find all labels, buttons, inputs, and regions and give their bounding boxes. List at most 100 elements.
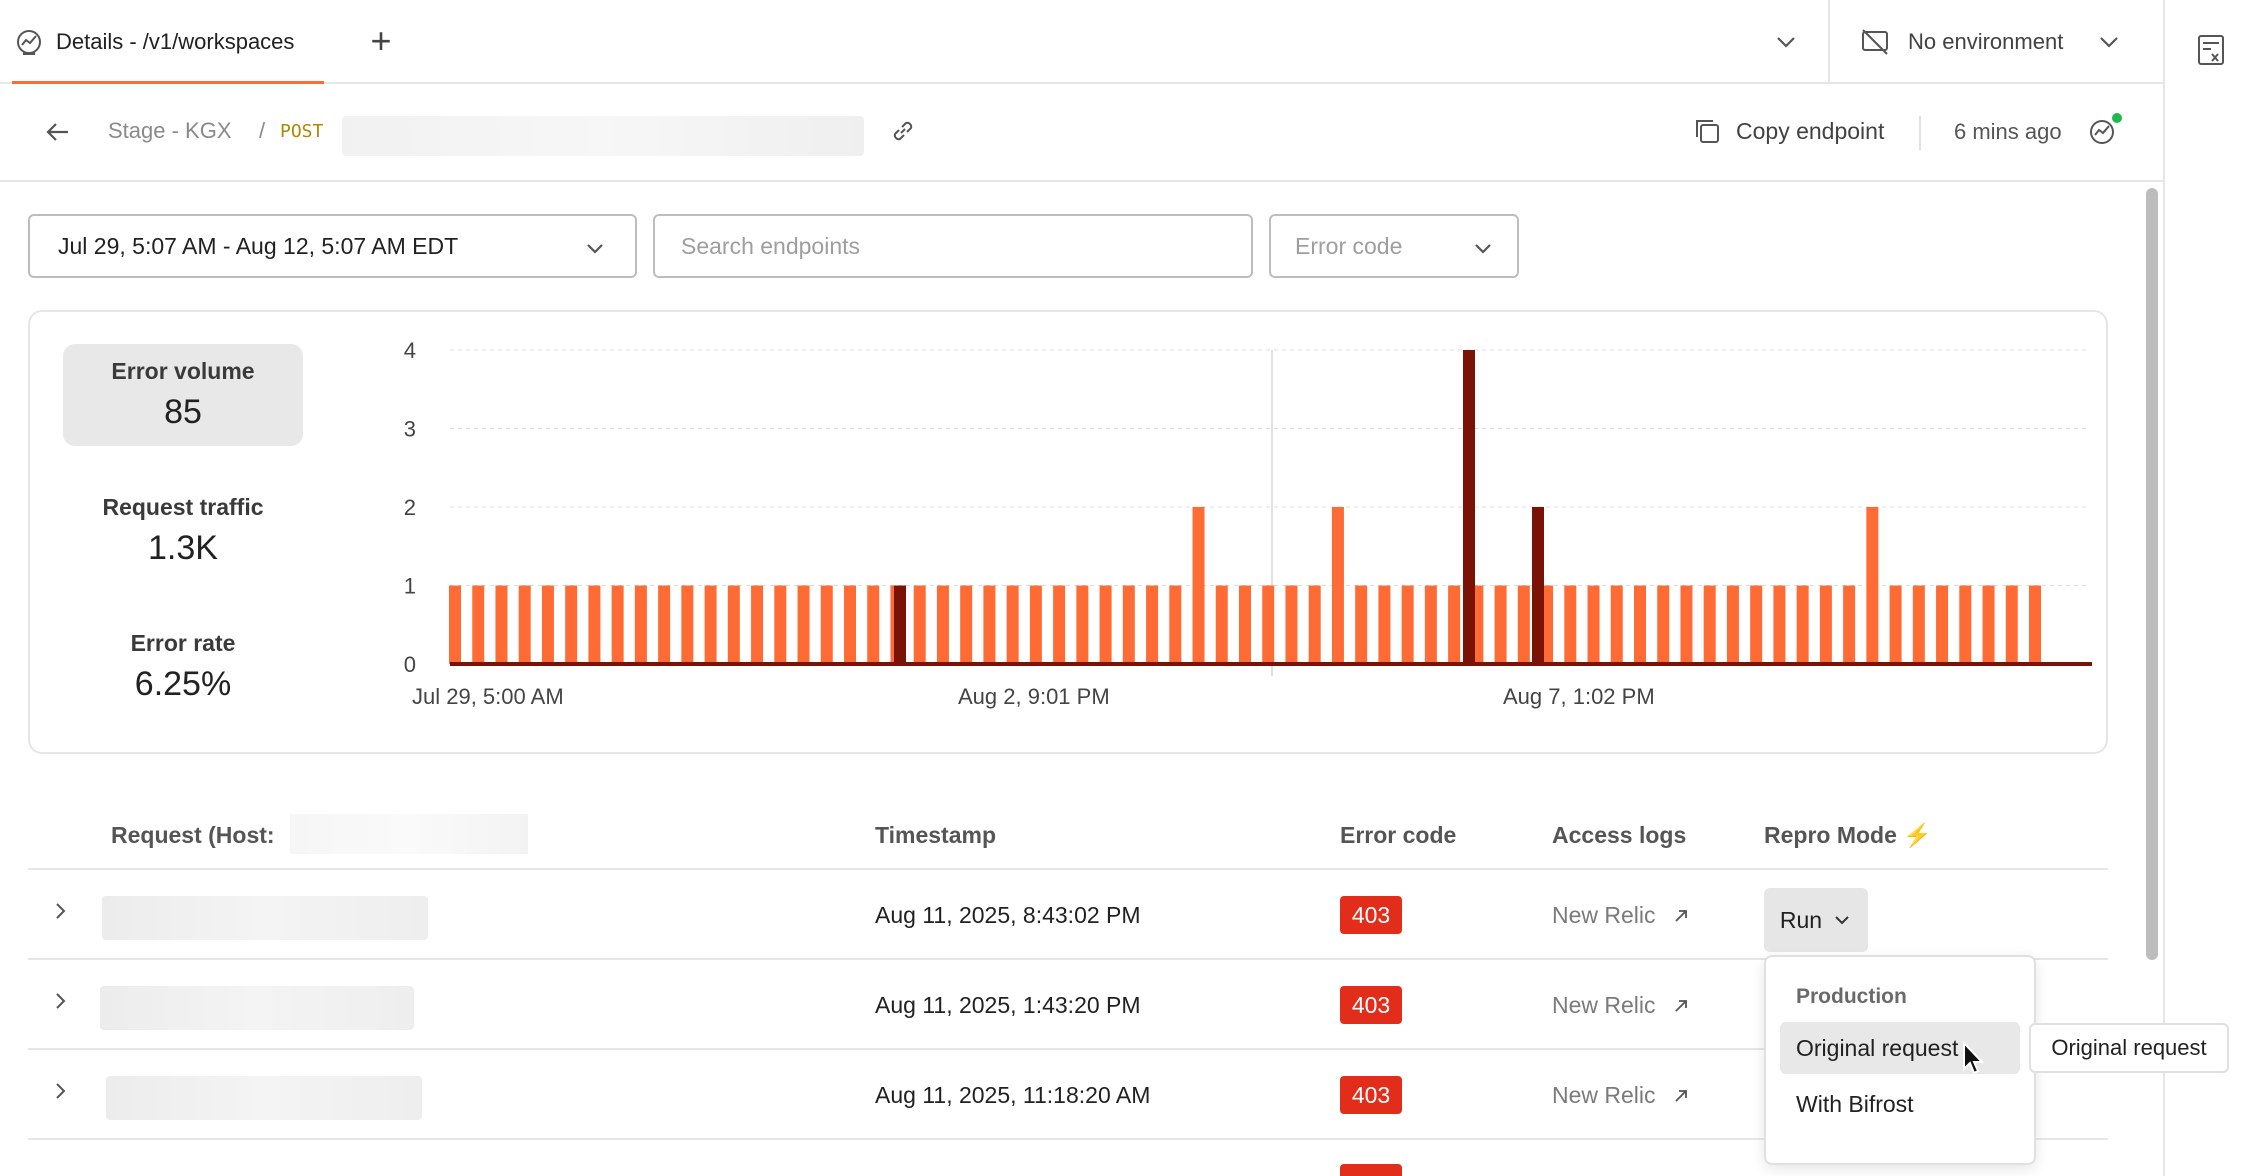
chart-bar — [1401, 585, 1414, 664]
error-chart-card: Error volume 85 Request traffic 1.3K Err… — [28, 310, 2108, 754]
tab-active-indicator — [12, 81, 324, 84]
external-link-icon — [1674, 1089, 1687, 1102]
table-header: Request (Host: Timestamp Error code Acce… — [28, 800, 2108, 870]
no-environment-icon — [1862, 29, 1888, 55]
chart-bar-dark — [1463, 350, 1475, 664]
chevron-right-icon[interactable] — [50, 1080, 72, 1102]
tabs-chevron-down-icon[interactable] — [1772, 28, 1800, 56]
error-code-select[interactable]: Error code — [1269, 214, 1519, 278]
new-tab-button[interactable]: + — [370, 20, 392, 61]
chart-bar — [1331, 507, 1344, 664]
row-timestamp: Aug 11, 2025, 8:43:02 PM — [875, 902, 1141, 928]
chart-bar — [1262, 585, 1275, 664]
tab-title: Details - /v1/workspaces — [56, 29, 295, 54]
chevron-down-icon — [1475, 244, 1491, 254]
menu-item-original-request[interactable]: Original request — [1780, 1022, 2020, 1074]
chart-bar — [1912, 585, 1925, 664]
table-row[interactable]: Aug 11, 2025, 11:18:20 AM 403 New Relic — [28, 1050, 2108, 1140]
chart-bar — [495, 585, 508, 664]
col-access-logs: Access logs — [1552, 822, 1687, 848]
chart-bar — [2005, 585, 2018, 664]
chart-bar — [1541, 585, 1554, 664]
redacted-request — [102, 896, 428, 940]
run-dropdown-menu: Production Original request With Bifrost — [1764, 955, 2036, 1165]
chevron-right-icon[interactable] — [50, 990, 72, 1012]
chart-bar — [867, 585, 880, 664]
chart-bar — [1796, 585, 1809, 664]
new-relic-label: New Relic — [1552, 902, 1656, 928]
chart-bar — [936, 585, 949, 664]
new-relic-label: New Relic — [1552, 1082, 1656, 1108]
error-volume-chart[interactable]: 0 1 2 3 4 Jul 29, 5:00 AM Aug 2, 9:01 PM Aug 7,… — [330, 312, 2100, 752]
external-link-icon — [1674, 999, 1687, 1012]
table-row[interactable]: Aug 11, 2025, 8:43:02 PM 403 New Relic R… — [28, 870, 2108, 960]
new-relic-link[interactable]: New Relic — [1552, 1082, 1690, 1109]
row-timestamp: Aug 11, 2025, 1:43:20 PM — [875, 992, 1141, 1018]
breadcrumb-separator: / — [259, 118, 266, 143]
col-error-code: Error code — [1340, 822, 1457, 848]
chart-bar-dark — [894, 585, 906, 664]
error-code-badge: 403 — [1340, 896, 1402, 934]
run-label: Run — [1779, 906, 1823, 933]
y-tick-label: 4 — [404, 338, 416, 363]
chart-bar — [1610, 585, 1623, 664]
search-endpoints-input[interactable] — [653, 214, 1253, 278]
error-volume-metric[interactable]: Error volume 85 — [63, 344, 303, 446]
request-traffic-value: 1.3K — [148, 529, 218, 567]
col-timestamp: Timestamp — [875, 822, 997, 848]
monitor-status-icon[interactable] — [2084, 110, 2124, 150]
scrollbar[interactable] — [2146, 188, 2158, 960]
chart-bar — [472, 585, 485, 664]
chart-bar — [1494, 585, 1507, 664]
chart-bar — [1378, 585, 1391, 664]
menu-item-with-bifrost[interactable]: With Bifrost — [1796, 1091, 1914, 1117]
request-traffic-metric[interactable]: Request traffic 1.3K — [63, 494, 303, 568]
chart-bar — [1889, 585, 1902, 664]
chart-bar — [1680, 585, 1693, 664]
table-row[interactable]: Aug 11, 2025, 1:43:20 PM 403 New Relic — [28, 960, 2108, 1050]
chart-bar — [1169, 585, 1182, 664]
chart-bar — [1308, 585, 1321, 664]
chart-bar — [1819, 585, 1832, 664]
breadcrumb-workspace[interactable]: Stage - KGX — [108, 118, 232, 143]
error-volume-label: Error volume — [111, 358, 255, 384]
variables-icon[interactable] — [2197, 34, 2225, 66]
error-rate-metric[interactable]: Error rate 6.25% — [63, 630, 303, 704]
copy-endpoint-button[interactable]: Copy endpoint — [1692, 116, 1884, 146]
chart-bar — [681, 585, 694, 664]
chevron-right-icon[interactable] — [50, 900, 72, 922]
new-relic-label: New Relic — [1552, 992, 1656, 1018]
chart-bar — [2029, 585, 2041, 664]
y-tick-label: 0 — [404, 652, 416, 677]
chart-bar — [983, 585, 996, 664]
chart-bar — [449, 585, 461, 664]
chart-bar — [820, 585, 833, 664]
error-code-placeholder: Error code — [1295, 232, 1403, 259]
chart-bar — [1215, 585, 1228, 664]
chart-bar — [565, 585, 578, 664]
error-code-badge: 403 — [1340, 986, 1402, 1024]
back-arrow-icon[interactable] — [44, 118, 72, 146]
new-relic-link[interactable]: New Relic — [1552, 902, 1690, 929]
date-range-picker[interactable]: Jul 29, 5:07 AM - Aug 12, 5:07 AM EDT — [28, 214, 637, 278]
chart-bar — [658, 585, 671, 664]
chart-bar — [1634, 585, 1646, 664]
environment-selector[interactable]: No environment — [1828, 0, 2163, 84]
chart-bar — [1029, 585, 1042, 664]
new-relic-link[interactable]: New Relic — [1552, 992, 1690, 1019]
chart-bar — [704, 585, 717, 664]
run-button[interactable]: Run — [1764, 888, 1868, 952]
chart-bar — [1192, 507, 1205, 664]
error-code-badge: 403 — [1340, 1076, 1402, 1114]
y-tick-label: 3 — [404, 417, 416, 442]
breadcrumb-bar: Stage - KGX / POST Copy endpoint 6 mins … — [0, 86, 2163, 182]
tab-details[interactable]: Details - /v1/workspaces — [12, 0, 324, 84]
y-tick-label: 1 — [404, 574, 416, 599]
chart-bar — [518, 585, 531, 664]
chart-bar-dark — [1532, 507, 1544, 664]
tab-bar: Details - /v1/workspaces + No environmen… — [0, 0, 2163, 84]
http-method-badge: POST — [280, 121, 324, 142]
chart-bar — [1285, 585, 1298, 664]
link-icon[interactable] — [888, 116, 918, 146]
chart-bar — [1564, 585, 1577, 664]
